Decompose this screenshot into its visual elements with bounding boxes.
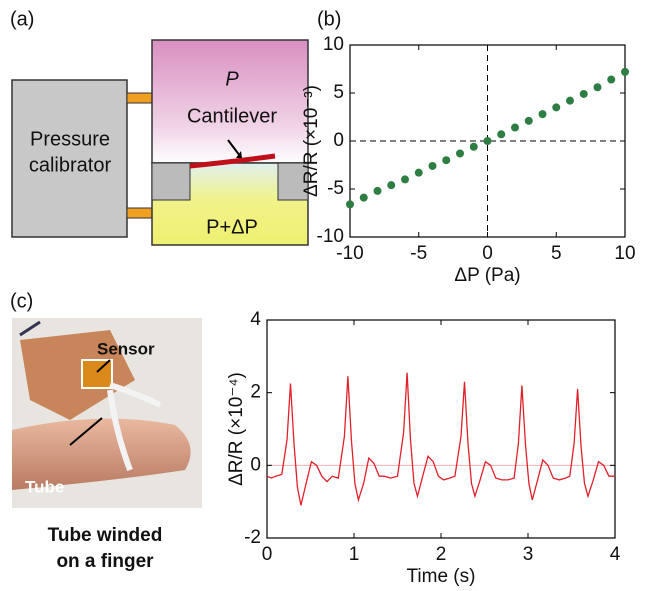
- point: [429, 162, 437, 170]
- photo-label: Sensor: [97, 339, 155, 358]
- y-axis-label: ΔR/R (×10⁻³): [301, 85, 322, 197]
- x-tick-label: -5: [410, 243, 427, 264]
- point: [360, 194, 368, 202]
- y-tick-label: 4: [250, 309, 261, 330]
- y-tick-label: -10: [317, 226, 344, 247]
- x-tick-label: 3: [523, 544, 534, 565]
- point: [442, 156, 450, 164]
- plot-frame: [267, 320, 615, 538]
- x-axis-label: Time (s): [407, 566, 476, 587]
- point: [511, 124, 519, 132]
- caption: on a finger: [56, 551, 154, 572]
- point: [580, 90, 588, 98]
- point: [401, 175, 409, 183]
- point: [594, 83, 602, 91]
- point: [621, 68, 629, 76]
- point: [607, 76, 615, 84]
- y-tick-label: -2: [244, 527, 261, 548]
- point: [374, 187, 382, 195]
- y-tick-label: 0: [250, 454, 261, 475]
- point: [484, 137, 492, 145]
- x-tick-label: 0: [482, 243, 493, 264]
- diagram: Pressure calibrator P Cantilever P+ΔP: [12, 40, 308, 245]
- caption: Tube winded: [48, 525, 163, 546]
- panel-label: (a): [10, 8, 34, 30]
- point: [346, 200, 354, 208]
- panel-label: (c): [10, 290, 33, 312]
- y-tick-label: 5: [333, 82, 344, 103]
- x-tick-label: 5: [551, 243, 562, 264]
- diagram-label: P+ΔP: [206, 216, 258, 238]
- point: [525, 117, 533, 125]
- x-tick-label: 2: [436, 544, 447, 565]
- x-tick-label: 4: [610, 544, 621, 565]
- point: [566, 97, 574, 105]
- x-tick-label: 10: [614, 243, 635, 264]
- diagram-label: P: [225, 68, 239, 90]
- y-tick-label: 0: [333, 130, 344, 151]
- figure: (a) (b) (c) Pressure calibrator P Cantil…: [0, 0, 645, 591]
- x-tick-label: 0: [262, 544, 273, 565]
- y-tick-label: 10: [323, 34, 344, 55]
- point: [470, 143, 478, 151]
- point: [497, 130, 505, 138]
- y-tick-label: -5: [327, 178, 344, 199]
- diagram-label: Cantilever: [187, 105, 277, 127]
- photo-label: Tube: [25, 477, 64, 496]
- diagram-label: calibrator: [29, 154, 112, 176]
- point: [387, 181, 395, 189]
- point: [539, 110, 547, 118]
- y-axis-label: ΔR/R (×10⁻⁴): [226, 372, 247, 486]
- photo: Sensor Tube Tube winded on a finger: [12, 318, 202, 572]
- x-tick-label: 1: [349, 544, 360, 565]
- y-tick-label: 2: [250, 382, 261, 403]
- panel-label: (b): [317, 8, 341, 30]
- point: [552, 103, 560, 111]
- x-axis-label: ΔP (Pa): [454, 265, 520, 286]
- line: [267, 373, 615, 506]
- diagram-label: Pressure: [30, 128, 110, 150]
- point: [456, 149, 464, 157]
- point: [415, 169, 423, 177]
